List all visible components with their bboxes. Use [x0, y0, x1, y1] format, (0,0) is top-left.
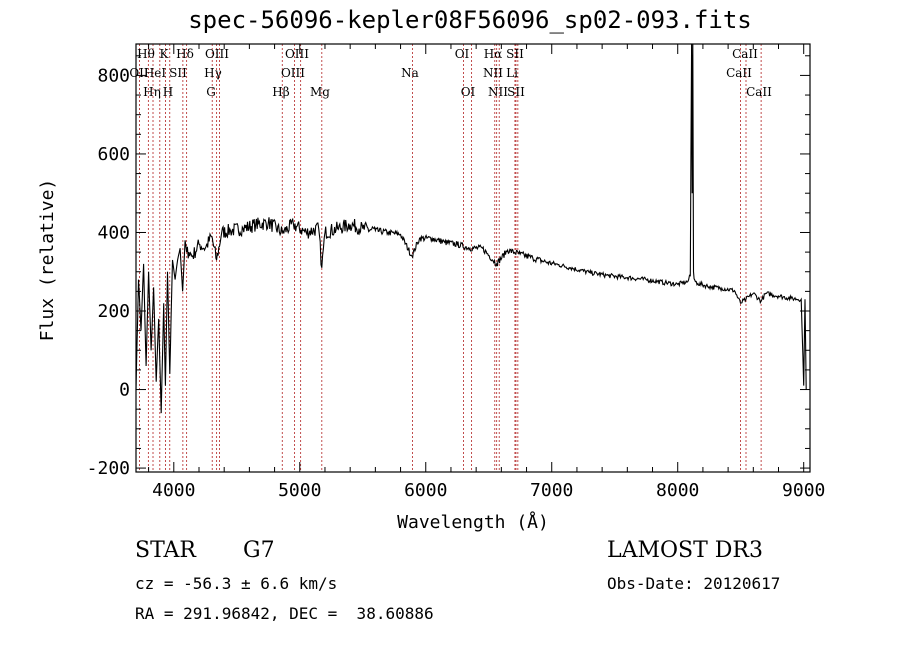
emission-line-label: OIII: [281, 66, 305, 80]
emission-line-label: K: [160, 47, 170, 61]
y-tick-label: -200: [87, 458, 130, 479]
emission-lines: [139, 44, 762, 472]
emission-line-label: Hβ: [272, 85, 289, 99]
survey-name: LAMOST DR3: [607, 538, 763, 563]
emission-line-label: Mg: [310, 85, 330, 99]
x-tick-label: 7000: [530, 480, 573, 501]
emission-line-label: Hα: [484, 47, 503, 61]
y-axis-ticks: -200 0 200 400 600 800: [87, 55, 810, 479]
y-tick-label: 0: [119, 380, 130, 401]
emission-line-label: Hδ: [176, 47, 194, 61]
x-tick-label: 5000: [278, 480, 321, 501]
emission-line-label: NII: [483, 66, 503, 80]
y-axis-label: Flux (relative): [37, 179, 58, 342]
emission-line-label: SII: [507, 85, 525, 99]
emission-line-label: CaII: [732, 47, 758, 61]
x-tick-label: 8000: [656, 480, 699, 501]
emission-line-label: OIII: [205, 47, 229, 61]
chart-title: spec-56096-kepler08F56096_sp02-093.fits: [188, 6, 752, 34]
observation-date: Obs-Date: 20120617: [607, 574, 781, 593]
emission-line-label: CaII: [746, 85, 772, 99]
y-tick-label: 600: [97, 144, 130, 165]
emission-line-label: Na: [401, 66, 419, 80]
emission-line-label: H: [163, 85, 173, 99]
emission-line-label: HeI: [144, 66, 167, 80]
emission-line-label: OII: [129, 66, 149, 80]
object-subclass: G7: [243, 538, 275, 563]
y-tick-label: 400: [97, 222, 130, 243]
coordinates-text: RA = 291.96842, DEC = 38.60886: [135, 604, 434, 623]
emission-line-label: CaII: [726, 66, 752, 80]
emission-line-label: Hγ: [204, 66, 222, 80]
velocity-text: cz = -56.3 ± 6.6 km/s: [135, 574, 338, 593]
x-tick-label: 9000: [782, 480, 825, 501]
object-class: STAR: [135, 538, 196, 563]
x-axis-label: Wavelength (Å): [397, 511, 549, 533]
x-tick-label: 4000: [152, 480, 195, 501]
x-tick-label: 6000: [404, 480, 447, 501]
emission-line-label: Hθ: [137, 47, 155, 61]
emission-line-label: OI: [461, 85, 476, 99]
emission-line-label: Hη: [143, 85, 161, 99]
emission-line-label: OI: [455, 47, 470, 61]
y-tick-label: 800: [97, 65, 130, 86]
emission-line-label: SII: [506, 47, 524, 61]
x-axis-ticks: 4000 5000 6000 7000 8000 9000: [148, 44, 825, 501]
emission-line-label: OIII: [285, 47, 309, 61]
emission-line-label: G: [206, 85, 216, 99]
spectrum-series-line: [135, 43, 807, 414]
y-tick-label: 200: [97, 301, 130, 322]
plot-frame: [135, 43, 811, 473]
emission-line-label: Li: [506, 66, 518, 80]
emission-line-label: SII: [169, 66, 187, 80]
emission-line-label: NII: [488, 85, 508, 99]
